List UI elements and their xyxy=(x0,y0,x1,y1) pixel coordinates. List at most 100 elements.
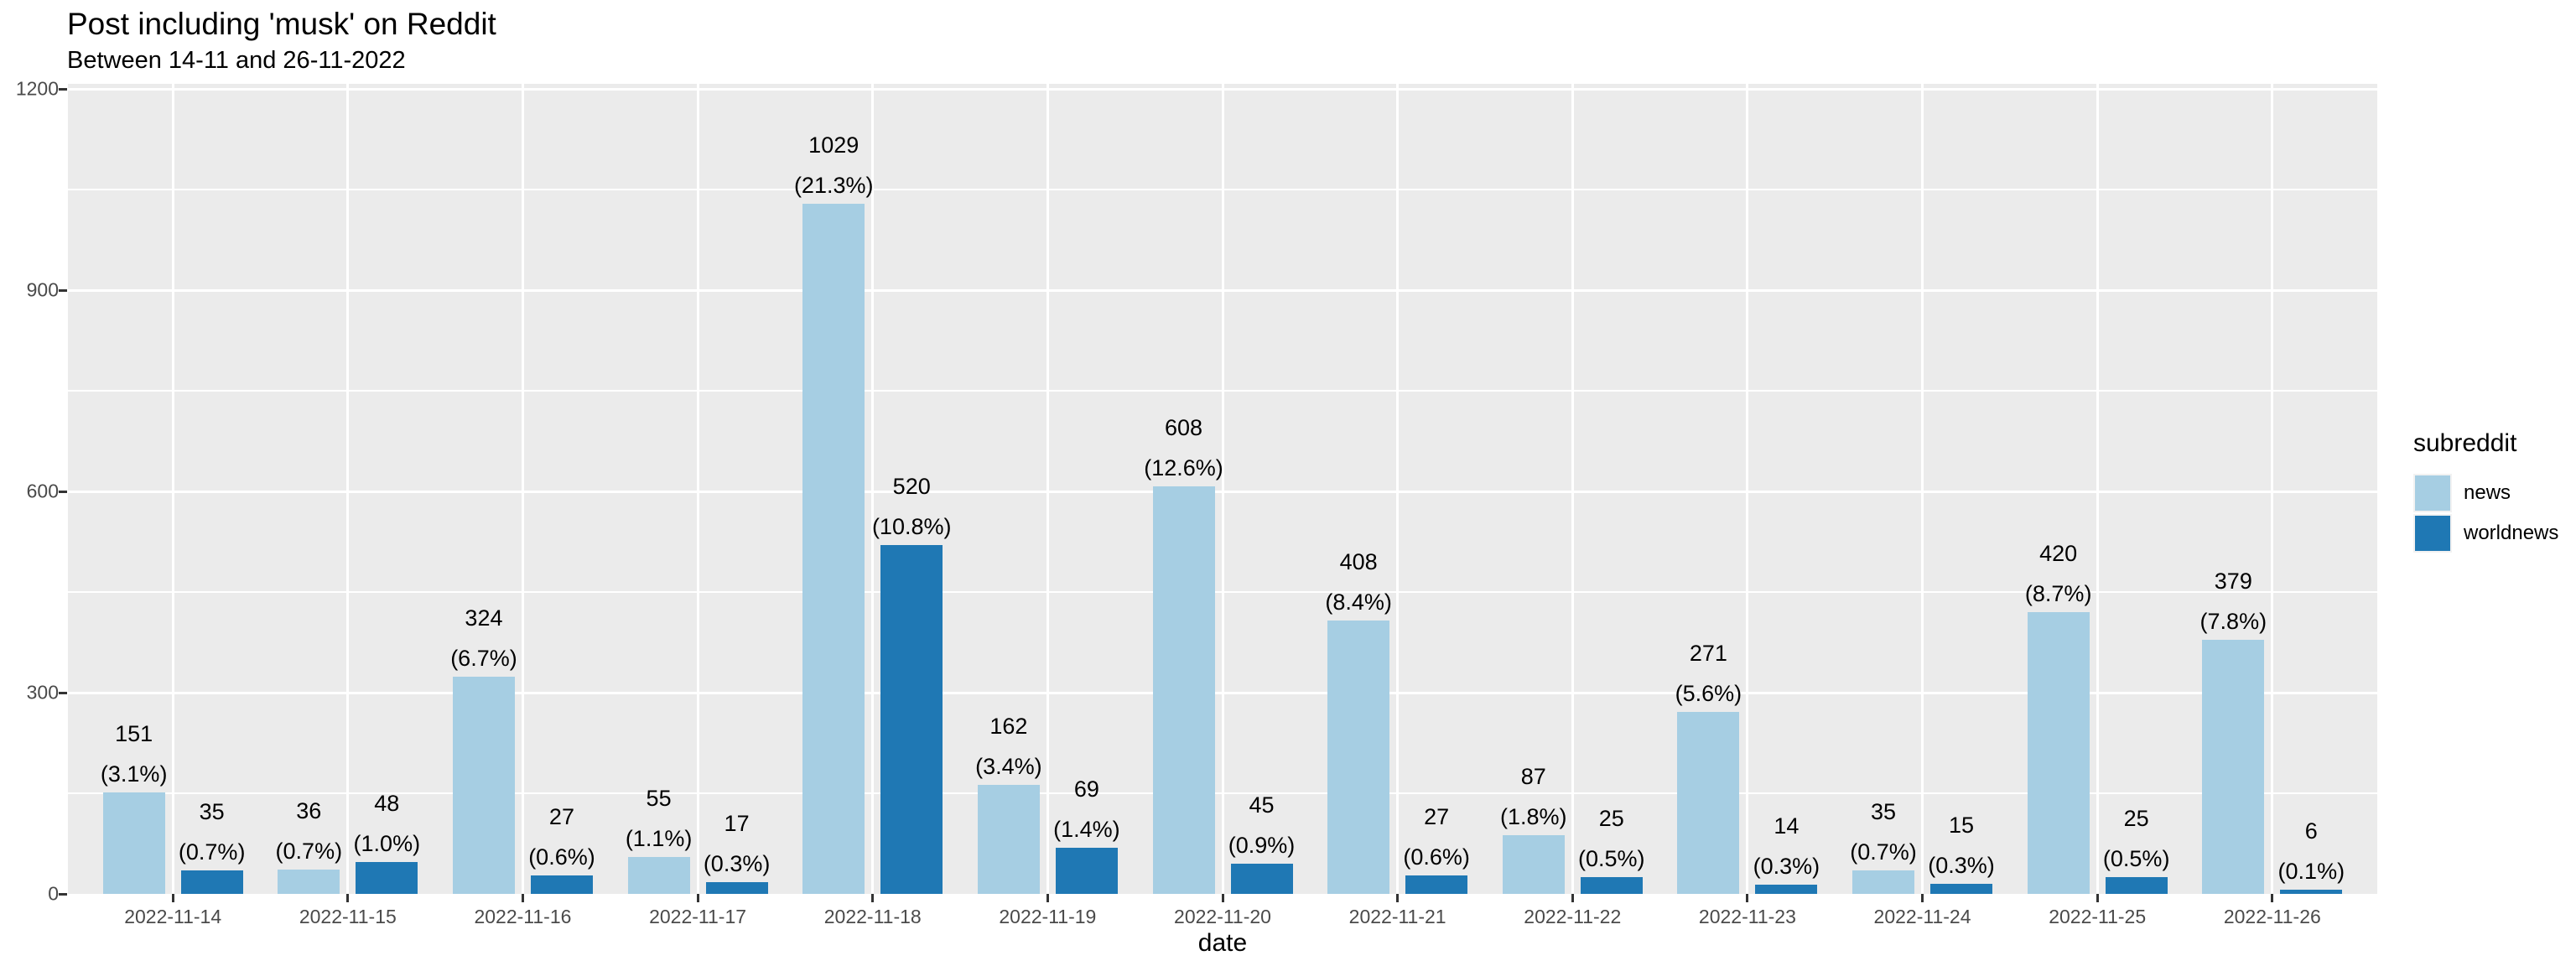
x-tick-label: 2022-11-15 xyxy=(299,906,397,927)
bar-percent-label: (6.7%) xyxy=(450,645,517,671)
x-tick-mark xyxy=(1921,894,1924,902)
legend-item-news: news xyxy=(2413,473,2558,513)
bar-percent-label: (0.7%) xyxy=(1850,839,1917,865)
legend-item-worldnews: worldnews xyxy=(2413,513,2558,553)
chart-title: Post including 'musk' on Reddit xyxy=(67,7,496,41)
bar-worldnews-2022-11-16 xyxy=(530,875,593,894)
legend-items: news worldnews xyxy=(2413,473,2558,553)
bar-percent-label: (3.4%) xyxy=(975,754,1042,780)
bar-label-news-2022-11-22: 87 (1.8%) xyxy=(1500,756,1567,837)
x-tick-mark xyxy=(2271,894,2274,902)
bar-percent-label: (0.1%) xyxy=(2277,859,2345,885)
bar-value-label: 520 xyxy=(892,474,931,499)
bar-percent-label: (0.6%) xyxy=(528,844,595,870)
bar-value-label: 151 xyxy=(115,721,153,747)
bar-worldnews-2022-11-15 xyxy=(356,861,418,894)
gridline-major-vertical xyxy=(171,84,174,894)
legend: subreddit news worldnews xyxy=(2413,429,2558,553)
bar-percent-label: (12.6%) xyxy=(1144,454,1223,480)
bar-percent-label: (5.6%) xyxy=(1675,681,1742,707)
bar-value-label: 25 xyxy=(2123,806,2149,831)
bar-percent-label: (0.3%) xyxy=(1753,853,1820,879)
bar-news-2022-11-16 xyxy=(452,676,515,894)
bar-label-news-2022-11-14: 151 (3.1%) xyxy=(101,714,168,794)
bar-label-worldnews-2022-11-18: 520 (10.8%) xyxy=(872,466,952,547)
x-tick-label: 2022-11-14 xyxy=(124,906,222,927)
bar-label-news-2022-11-24: 35 (0.7%) xyxy=(1850,792,1917,872)
bar-value-label: 162 xyxy=(989,714,1028,740)
bar-label-worldnews-2022-11-19: 69 (1.4%) xyxy=(1053,769,1120,849)
gridline-major-vertical xyxy=(1396,84,1400,894)
bar-percent-label: (1.0%) xyxy=(353,830,421,856)
bar-value-label: 6 xyxy=(2304,818,2318,844)
bar-worldnews-2022-11-20 xyxy=(1230,864,1293,894)
x-tick-label: 2022-11-26 xyxy=(2223,906,2321,927)
gridline-major-vertical xyxy=(1746,84,1749,894)
x-tick-label: 2022-11-25 xyxy=(2049,906,2147,927)
bar-label-news-2022-11-26: 379 (7.8%) xyxy=(2200,561,2267,641)
bar-label-news-2022-11-21: 408 (8.4%) xyxy=(1325,542,1392,622)
bar-label-worldnews-2022-11-23: 14 (0.3%) xyxy=(1753,806,1820,886)
bar-label-news-2022-11-18: 1029 (21.3%) xyxy=(794,125,874,205)
bar-percent-label: (7.8%) xyxy=(2199,608,2267,634)
x-tick-mark xyxy=(1046,894,1049,902)
bar-percent-label: (0.3%) xyxy=(1928,853,1995,878)
y-tick-mark xyxy=(59,892,67,896)
bar-percent-label: (21.3%) xyxy=(793,172,874,198)
bar-label-worldnews-2022-11-26: 6 (0.1%) xyxy=(2278,811,2345,891)
bar-label-worldnews-2022-11-16: 27 (0.6%) xyxy=(528,797,595,877)
bar-label-news-2022-11-16: 324 (6.7%) xyxy=(450,598,517,678)
bar-worldnews-2022-11-21 xyxy=(1405,875,1468,894)
bar-value-label: 48 xyxy=(374,790,400,816)
legend-key-news xyxy=(2413,474,2452,512)
bar-percent-label: (1.8%) xyxy=(1500,804,1567,830)
gridline-major-vertical xyxy=(871,84,875,894)
bar-news-2022-11-17 xyxy=(627,857,690,894)
x-tick-mark xyxy=(2096,894,2099,902)
bar-value-label: 35 xyxy=(199,799,225,824)
chart-subtitle: Between 14-11 and 26-11-2022 xyxy=(67,47,406,74)
bar-news-2022-11-26 xyxy=(2202,639,2265,894)
bar-value-label: 69 xyxy=(1073,776,1099,802)
y-tick-label: 600 xyxy=(26,480,59,502)
legend-swatch-worldnews xyxy=(2415,516,2450,551)
x-tick-mark xyxy=(1746,894,1749,902)
legend-label-news: news xyxy=(2464,481,2511,504)
x-tick-mark xyxy=(1396,894,1400,902)
bar-percent-label: (1.1%) xyxy=(625,826,693,851)
y-tick-label: 0 xyxy=(48,882,59,905)
x-tick-mark xyxy=(346,894,350,902)
bar-value-label: 25 xyxy=(1598,806,1624,831)
bar-label-worldnews-2022-11-20: 45 (0.9%) xyxy=(1228,785,1296,865)
bar-label-worldnews-2022-11-17: 17 (0.3%) xyxy=(704,803,771,884)
bar-worldnews-2022-11-14 xyxy=(180,870,243,894)
bar-percent-label: (0.9%) xyxy=(1228,833,1296,858)
bar-value-label: 45 xyxy=(1249,792,1275,818)
bar-news-2022-11-22 xyxy=(1502,835,1565,894)
bar-label-news-2022-11-15: 36 (0.7%) xyxy=(276,791,343,871)
x-tick-label: 2022-11-16 xyxy=(474,906,572,927)
gridline-major-vertical xyxy=(1921,84,1924,894)
x-tick-label: 2022-11-21 xyxy=(1348,906,1446,927)
bar-label-worldnews-2022-11-22: 25 (0.5%) xyxy=(1578,798,1645,879)
bar-label-news-2022-11-17: 55 (1.1%) xyxy=(626,778,693,859)
bar-news-2022-11-25 xyxy=(2027,612,2090,894)
x-tick-label: 2022-11-17 xyxy=(649,906,747,927)
bar-news-2022-11-20 xyxy=(1152,486,1215,894)
bar-percent-label: (0.5%) xyxy=(1578,846,1645,871)
bar-news-2022-11-19 xyxy=(977,785,1040,894)
bar-value-label: 608 xyxy=(1164,414,1203,440)
x-tick-mark xyxy=(1221,894,1224,902)
bar-value-label: 36 xyxy=(296,798,322,824)
bar-percent-label: (10.8%) xyxy=(871,514,952,539)
bar-value-label: 17 xyxy=(724,811,750,837)
bar-percent-label: (0.7%) xyxy=(275,839,343,865)
bar-news-2022-11-24 xyxy=(1852,870,1915,894)
x-tick-label: 2022-11-20 xyxy=(1174,906,1271,927)
bar-value-label: 379 xyxy=(2214,568,2252,594)
bar-value-label: 14 xyxy=(1774,813,1800,839)
bar-value-label: 87 xyxy=(1520,764,1546,790)
bar-value-label: 55 xyxy=(646,786,672,811)
gridline-major-vertical xyxy=(346,84,350,894)
